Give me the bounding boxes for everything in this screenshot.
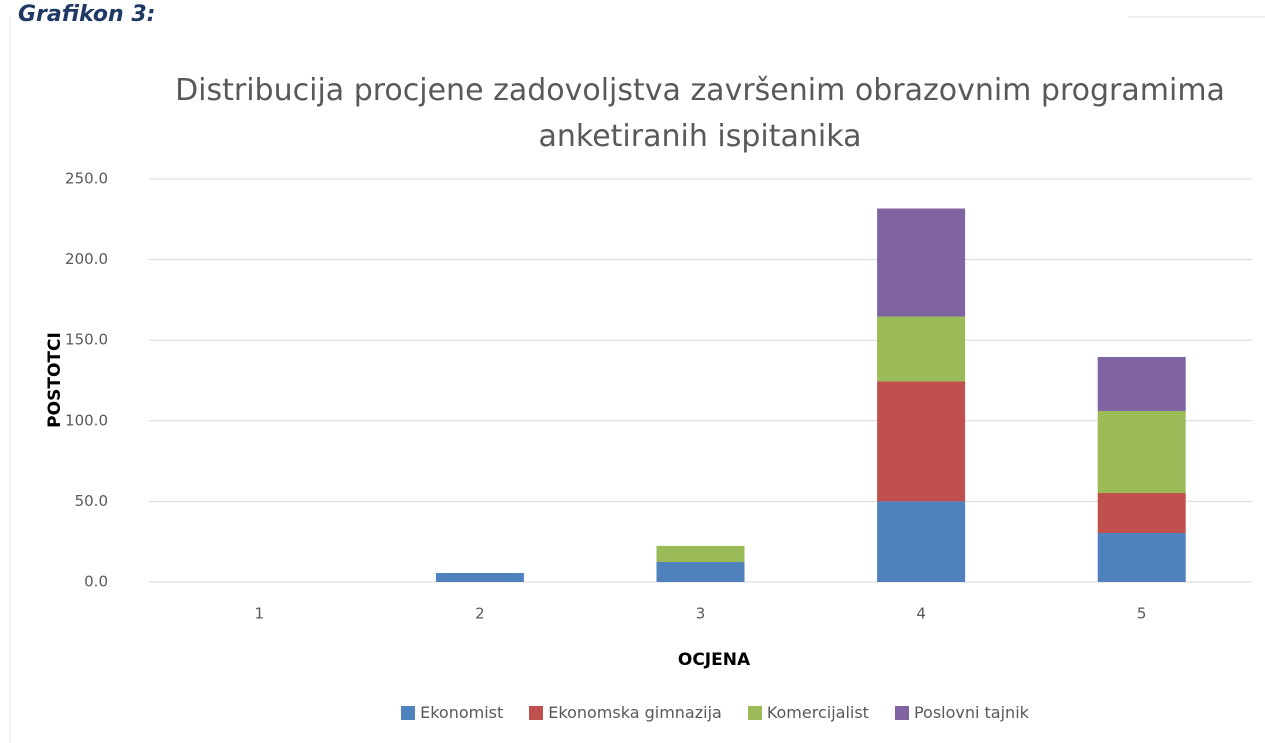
y-tick-label: 200.0 — [65, 250, 108, 268]
x-tick-label: 4 — [916, 605, 926, 623]
legend: Ekonomist Ekonomska gimnazija Komercijalis… — [150, 703, 1265, 722]
bar-segment — [1097, 410, 1186, 494]
page-label: Grafikon 3: — [18, 2, 156, 27]
bar-segment — [656, 562, 745, 582]
legend-swatch — [529, 705, 544, 720]
legend-swatch — [894, 705, 909, 720]
y-tick-label: 0.0 — [84, 573, 108, 591]
bar-segment — [877, 381, 966, 502]
y-tick-label: 100.0 — [65, 411, 108, 429]
x-tick-label: 5 — [1137, 605, 1147, 623]
bar-segment — [656, 545, 745, 563]
bar-segment — [877, 501, 966, 582]
x-tick-label: 1 — [255, 605, 265, 623]
y-tick-label: 250.0 — [65, 170, 108, 188]
bar-segment — [877, 316, 966, 382]
y-axis-label: POSTOTCI — [45, 332, 65, 428]
x-tick-label: 3 — [696, 605, 706, 623]
chart-title: Distribucija procjene zadovoljstva završ… — [175, 73, 1225, 154]
y-tick-label: 50.0 — [75, 492, 108, 510]
x-axis-label: OCJENA — [678, 650, 751, 670]
legend-item: Poslovni tajnik — [894, 703, 1029, 722]
legend-item: Ekonomska gimnazija — [529, 703, 722, 722]
legend-label: Komercijalist — [766, 703, 869, 722]
legend-swatch — [747, 705, 762, 720]
legend-label: Poslovni tajnik — [913, 703, 1029, 722]
legend-label: Ekonomist — [420, 703, 504, 722]
legend-item: Ekonomist — [401, 703, 503, 722]
bar-segment — [1097, 532, 1186, 582]
legend-swatch — [401, 705, 416, 720]
y-tick-label: 150.0 — [65, 331, 108, 349]
bar-segment — [877, 208, 966, 317]
bar-segment — [1097, 493, 1186, 533]
x-tick-label: 2 — [475, 605, 485, 623]
bar-segment — [435, 572, 524, 582]
bar-segment — [1097, 356, 1186, 411]
legend-label: Ekonomska gimnazija — [548, 703, 722, 722]
legend-item: Komercijalist — [747, 703, 869, 722]
